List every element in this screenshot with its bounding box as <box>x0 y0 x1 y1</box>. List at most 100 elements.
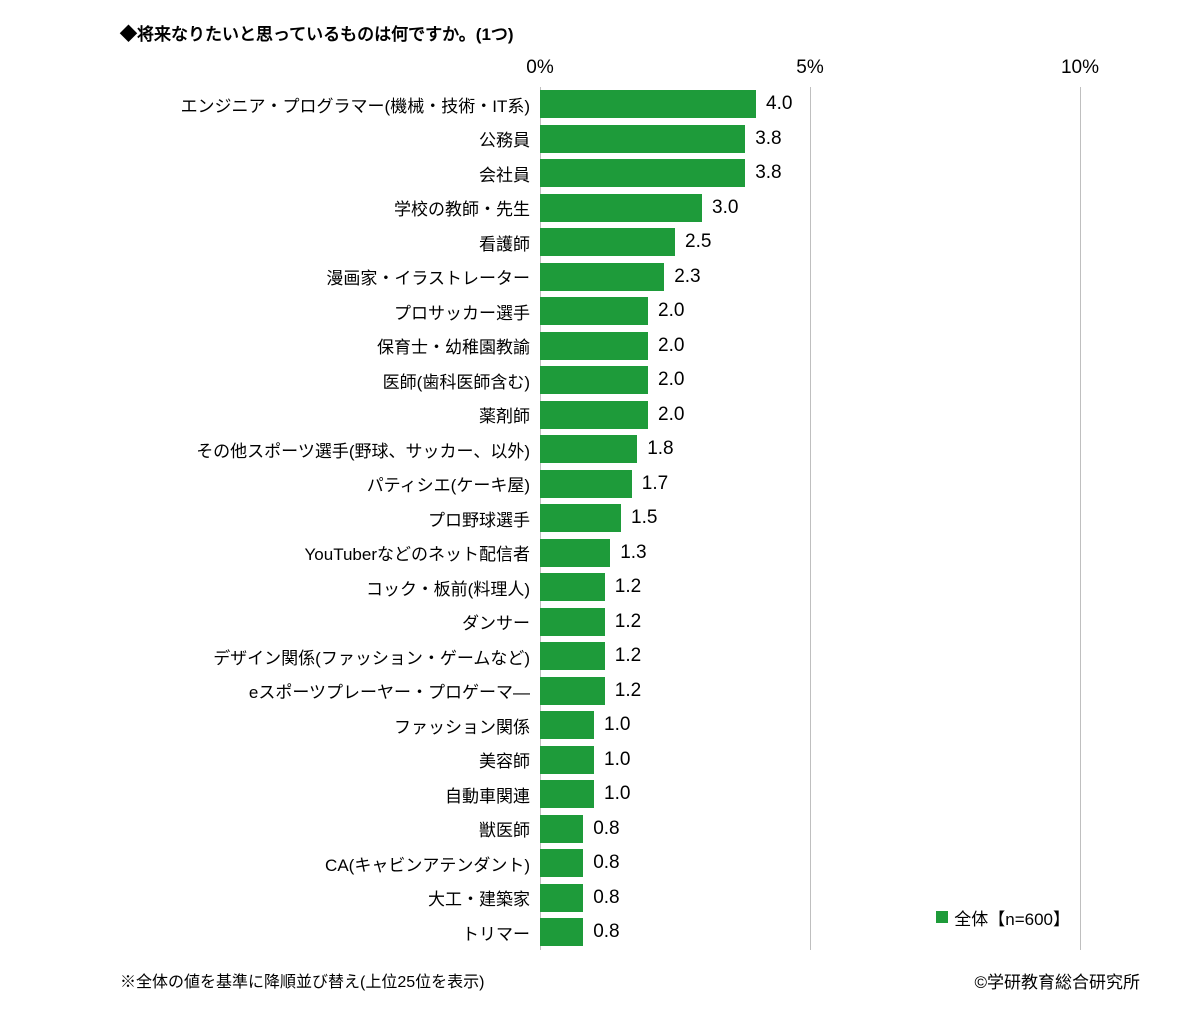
bar-label: 学校の教師・先生 <box>180 195 540 220</box>
bar-track: 3.8 <box>540 156 1080 191</box>
bar-track: 2.3 <box>540 260 1080 295</box>
bar-value: 0.8 <box>593 887 619 909</box>
bar-label: 会社員 <box>180 161 540 186</box>
bar-row: プロサッカー選手2.0 <box>180 294 1080 329</box>
bar-value: 1.0 <box>604 749 630 771</box>
bar-row: 医師(歯科医師含む)2.0 <box>180 363 1080 398</box>
bar-row: 薬剤師2.0 <box>180 398 1080 433</box>
bar-label: コック・板前(料理人) <box>180 575 540 600</box>
bar-fill <box>540 297 648 325</box>
bar-fill <box>540 228 675 256</box>
footer: ※全体の値を基準に降順並び替え(上位25位を表示) ©学研教育総合研究所 <box>120 968 1140 993</box>
bar-value: 1.2 <box>615 645 641 667</box>
bar-fill <box>540 435 637 463</box>
bar-track: 0.8 <box>540 915 1080 950</box>
bar-row: コック・板前(料理人) 1.2 <box>180 570 1080 605</box>
bar-value: 1.5 <box>631 507 657 529</box>
bar-label: eスポーツプレーヤー・プロゲーマ― <box>180 678 540 703</box>
bar-fill <box>540 815 583 843</box>
bar-track: 0.8 <box>540 846 1080 881</box>
bar-track: 3.0 <box>540 191 1080 226</box>
bar-label: デザイン関係(ファッション・ゲームなど) <box>180 644 540 669</box>
bar-track: 2.0 <box>540 294 1080 329</box>
bar-track: 0.8 <box>540 881 1080 916</box>
bar-value: 1.7 <box>642 473 668 495</box>
chart-area: 0%5%10% 全体【n=600】 エンジニア・プログラマー(機械・技術・IT系… <box>180 57 1080 950</box>
gridline <box>1080 87 1081 950</box>
bar-fill <box>540 711 594 739</box>
bar-value: 1.3 <box>620 542 646 564</box>
bar-value: 2.0 <box>658 300 684 322</box>
x-axis-tick-label: 5% <box>796 57 823 79</box>
bar-fill <box>540 263 664 291</box>
bar-value: 1.0 <box>604 783 630 805</box>
bar-label: 獣医師 <box>180 816 540 841</box>
bar-track: 1.5 <box>540 501 1080 536</box>
bar-value: 0.8 <box>593 921 619 943</box>
bar-fill <box>540 746 594 774</box>
bar-label: その他スポーツ選手(野球、サッカー、以外) <box>180 437 540 462</box>
bar-row: eスポーツプレーヤー・プロゲーマ― 1.2 <box>180 674 1080 709</box>
bar-fill <box>540 366 648 394</box>
bar-value: 1.8 <box>647 438 673 460</box>
bar-track: 1.0 <box>540 708 1080 743</box>
bar-track: 3.8 <box>540 122 1080 157</box>
bar-value: 2.0 <box>658 335 684 357</box>
bar-fill <box>540 539 610 567</box>
bar-track: 2.0 <box>540 398 1080 433</box>
bar-label: トリマー <box>180 920 540 945</box>
bar-track: 0.8 <box>540 812 1080 847</box>
bar-fill <box>540 90 756 118</box>
bar-fill <box>540 884 583 912</box>
bar-row: 保育士・幼稚園教諭 2.0 <box>180 329 1080 364</box>
bar-track: 1.0 <box>540 777 1080 812</box>
bar-fill <box>540 780 594 808</box>
bar-track: 1.8 <box>540 432 1080 467</box>
bar-label: パティシエ(ケーキ屋) <box>180 471 540 496</box>
bar-label: ダンサー <box>180 609 540 634</box>
bar-value: 1.2 <box>615 680 641 702</box>
bar-label: CA(キャビンアテンダント) <box>180 851 540 876</box>
bar-track: 1.7 <box>540 467 1080 502</box>
bar-row: パティシエ(ケーキ屋) 1.7 <box>180 467 1080 502</box>
bar-track: 1.3 <box>540 536 1080 571</box>
bar-value: 0.8 <box>593 818 619 840</box>
x-axis-tick-label: 10% <box>1061 57 1099 79</box>
bar-value: 2.0 <box>658 404 684 426</box>
bar-row: デザイン関係(ファッション・ゲームなど) 1.2 <box>180 639 1080 674</box>
bar-row: 漫画家・イラストレーター2.3 <box>180 260 1080 295</box>
bar-value: 2.3 <box>674 266 700 288</box>
bar-label: 美容師 <box>180 747 540 772</box>
bar-value: 1.2 <box>615 576 641 598</box>
bar-fill <box>540 504 621 532</box>
bar-label: ファッション関係 <box>180 713 540 738</box>
bar-track: 2.0 <box>540 363 1080 398</box>
bar-value: 1.2 <box>615 611 641 633</box>
bar-row: CA(キャビンアテンダント) 0.8 <box>180 846 1080 881</box>
bar-track: 1.2 <box>540 570 1080 605</box>
bar-value: 2.0 <box>658 369 684 391</box>
bar-label: 大工・建築家 <box>180 885 540 910</box>
x-axis-ticks: 0%5%10% <box>540 57 1080 87</box>
bar-fill <box>540 573 605 601</box>
bar-label: エンジニア・プログラマー(機械・技術・IT系) <box>180 92 540 117</box>
bar-row: 自動車関連 1.0 <box>180 777 1080 812</box>
bars-container: 全体【n=600】 エンジニア・プログラマー(機械・技術・IT系)4.0公務員3… <box>180 87 1080 950</box>
x-axis: 0%5%10% <box>180 57 1080 87</box>
bar-row: 看護師2.5 <box>180 225 1080 260</box>
footnote: ※全体の値を基準に降順並び替え(上位25位を表示) <box>120 968 484 993</box>
bar-row: 獣医師 0.8 <box>180 812 1080 847</box>
bar-value: 4.0 <box>766 93 792 115</box>
bar-fill <box>540 849 583 877</box>
bar-track: 2.5 <box>540 225 1080 260</box>
bar-value: 0.8 <box>593 852 619 874</box>
bar-fill <box>540 918 583 946</box>
bar-fill <box>540 332 648 360</box>
bar-label: 公務員 <box>180 126 540 151</box>
credit: ©学研教育総合研究所 <box>974 968 1140 993</box>
bar-label: 保育士・幼稚園教諭 <box>180 333 540 358</box>
bar-label: 自動車関連 <box>180 782 540 807</box>
bar-fill <box>540 470 632 498</box>
bar-fill <box>540 401 648 429</box>
bar-row: トリマー 0.8 <box>180 915 1080 950</box>
